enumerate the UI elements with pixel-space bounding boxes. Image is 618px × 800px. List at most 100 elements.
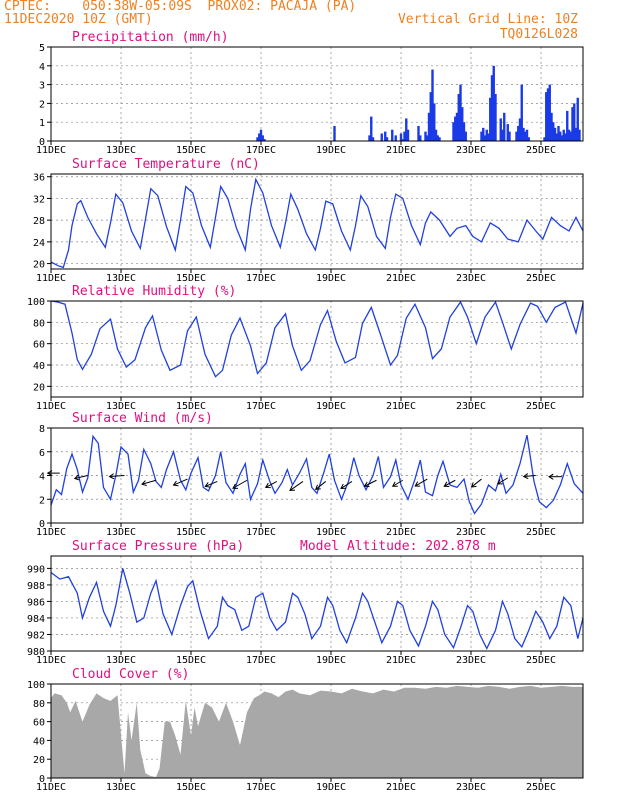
precip-bar — [263, 139, 266, 141]
x-tick-label: 13DEC — [106, 401, 136, 412]
wind-vector — [444, 479, 456, 487]
x-tick-label: 23DEC — [456, 527, 486, 538]
precip-bar — [385, 137, 389, 141]
rh-series-line — [50, 300, 584, 378]
x-tick-label: 15DEC — [176, 782, 206, 793]
precip-bar — [454, 116, 457, 141]
x-tick-label: 19DEC — [316, 145, 346, 156]
x-tick-label: 17DEC — [246, 401, 276, 412]
y-tick-label: 984 — [27, 614, 45, 625]
temp-panel-title: Surface Temperature (nC) — [72, 157, 260, 172]
precip-bar — [576, 97, 579, 141]
wind-vector — [340, 481, 353, 489]
x-tick-label: 17DEC — [246, 145, 276, 156]
y-tick-label: 990 — [27, 564, 45, 575]
wind-vector-head — [340, 483, 347, 489]
precip-bar — [555, 133, 558, 141]
wind-vector-head — [289, 485, 296, 491]
precip-bar — [258, 133, 261, 141]
x-tick-label: 23DEC — [456, 655, 486, 666]
precip-bar — [566, 110, 569, 141]
precip-bar — [429, 92, 432, 141]
header-date: 11DEC2020 10Z (GMT) — [4, 12, 153, 27]
precip-bar — [438, 137, 441, 141]
precip-bar — [462, 122, 466, 141]
wind-series-line — [50, 434, 584, 515]
precip-bar — [569, 131, 572, 141]
precip-bar — [424, 131, 427, 141]
y-tick-label: 24 — [33, 238, 45, 249]
wind-vector — [364, 479, 377, 487]
precip-bar — [518, 118, 522, 141]
y-tick-label: 20 — [33, 260, 45, 271]
y-tick-label: 28 — [33, 216, 45, 227]
precip-bar — [406, 129, 410, 141]
y-tick-label: 2 — [39, 495, 45, 506]
precip-bar — [384, 131, 387, 141]
precip-bar — [256, 137, 259, 141]
precip-bar — [485, 129, 488, 141]
precip-bar — [527, 137, 530, 141]
precip-bar — [543, 137, 546, 141]
y-tick-label: 0 — [39, 774, 45, 785]
precip-bar — [464, 131, 467, 141]
y-tick-label: 986 — [27, 597, 45, 608]
precip-bar — [525, 129, 529, 141]
x-tick-label: 15DEC — [176, 401, 206, 412]
wind-vector — [392, 479, 404, 487]
precip-bar — [560, 135, 564, 141]
x-tick-label: 19DEC — [316, 782, 346, 793]
x-tick-label: 15DEC — [176, 145, 206, 156]
y-tick-label: 60 — [33, 340, 45, 351]
x-tick-label: 21DEC — [386, 527, 416, 538]
x-tick-label: 19DEC — [316, 655, 346, 666]
x-tick-label: 23DEC — [456, 145, 486, 156]
precip-bar — [522, 127, 525, 141]
wind-vector-head — [391, 481, 398, 487]
precip-bar — [480, 131, 483, 141]
y-tick-label: 0 — [39, 137, 45, 148]
x-tick-label: 25DEC — [526, 401, 556, 412]
precip-bar — [401, 139, 404, 141]
wind-vector — [471, 478, 482, 488]
x-tick-label: 21DEC — [386, 145, 416, 156]
precip-bar — [562, 129, 565, 141]
precip-bar — [431, 69, 434, 141]
x-tick-label: 13DEC — [106, 273, 136, 284]
panel-frame — [50, 173, 584, 270]
precip-bar — [482, 127, 485, 141]
precip-bar — [567, 129, 571, 141]
precip-bar — [573, 103, 576, 141]
header-coords: 050:38W-05:09S — [82, 0, 192, 14]
x-tick-label: 17DEC — [246, 527, 276, 538]
precip-bar — [259, 129, 263, 141]
wind-vector-head — [470, 482, 477, 488]
x-tick-label: 15DEC — [176, 527, 206, 538]
precip-bar — [553, 127, 557, 141]
header-source: CPTEC: — [4, 0, 51, 14]
pres-panel-title: Surface Pressure (hPa) — [72, 539, 244, 554]
precip-bar — [394, 135, 397, 141]
precip-bar — [489, 97, 492, 141]
wind-vector-head — [363, 481, 370, 488]
precip-bar — [483, 135, 487, 141]
precip-bar — [571, 107, 574, 141]
temp-series-line — [50, 177, 584, 269]
x-tick-label: 17DEC — [246, 273, 276, 284]
precip-bar — [487, 133, 490, 141]
wind-vector — [523, 475, 536, 477]
precip-bar — [546, 88, 550, 141]
x-tick-label: 25DEC — [526, 527, 556, 538]
y-tick-label: 3 — [39, 81, 45, 92]
y-tick-label: 20 — [33, 382, 45, 393]
wind-vector-head — [264, 482, 271, 489]
x-tick-label: 25DEC — [526, 655, 556, 666]
y-tick-label: 988 — [27, 581, 45, 592]
precip-bar — [371, 137, 375, 141]
wind-vector-head — [496, 479, 503, 485]
x-tick-label: 21DEC — [386, 655, 416, 666]
y-tick-label: 8 — [39, 424, 45, 435]
precip-bar — [368, 135, 371, 141]
precip-bar — [545, 92, 548, 141]
